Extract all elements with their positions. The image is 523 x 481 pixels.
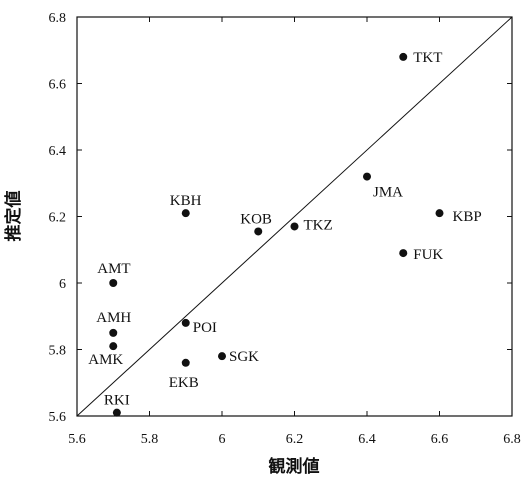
point-label-tkz: TKZ [304, 217, 333, 233]
y-tick-label: 6.2 [49, 211, 67, 226]
data-point-jma [363, 172, 371, 181]
point-label-kbh: KBH [170, 193, 202, 209]
data-point-ekb [181, 358, 190, 367]
axis-ticks: 5.6 5.8 6 6.2 6.4 6.6 6.8 5.6 5.8 6 6.2 6.4 6.6 6.8 [49, 11, 521, 447]
x-tick-label: 6.8 [503, 432, 521, 447]
x-tick-label: 6.6 [431, 432, 449, 447]
data-point-amh [109, 328, 118, 337]
data-points [109, 52, 444, 417]
x-axis-title: 観測値 [269, 456, 320, 477]
data-point-fuk [399, 249, 408, 258]
point-label-amk: AMK [88, 352, 123, 368]
data-point-amk [109, 342, 118, 351]
point-label-poi: POI [193, 320, 217, 336]
point-label-amh: AMH [96, 310, 131, 326]
y-tick-label: 6.6 [49, 78, 67, 93]
x-tick-label: 6 [219, 432, 226, 447]
y-tick-label: 5.6 [49, 410, 67, 425]
data-point-kob [254, 227, 263, 236]
point-labels: TKT JMA KBP FUK TKZ KOB KBH AMT AMH AMK POI SGK EKB R… [88, 50, 481, 409]
y-axis-title: 推定値 [3, 191, 24, 242]
data-point-tkt [399, 52, 408, 61]
point-label-kbp: KBP [453, 209, 482, 225]
point-label-amt: AMT [97, 261, 130, 277]
point-label-tkt: TKT [413, 50, 442, 66]
point-label-kob: KOB [240, 211, 272, 227]
x-tick-label: 6.2 [286, 432, 304, 447]
x-tick-label: 5.6 [68, 432, 86, 447]
y-tick-label: 6 [59, 277, 66, 292]
reference-line-y-equals-x [76, 16, 513, 417]
point-label-ekb: EKB [169, 375, 199, 391]
data-point-rki [112, 408, 121, 417]
data-point-tkz [290, 222, 299, 231]
y-tick-label: 6.8 [49, 11, 67, 26]
point-label-rki: RKI [104, 393, 130, 409]
point-label-fuk: FUK [413, 247, 443, 263]
data-point-kbp [435, 209, 444, 218]
data-point-amt [109, 279, 118, 287]
y-tick-label: 5.8 [49, 344, 67, 359]
x-tick-label: 5.8 [141, 432, 159, 447]
y-tick-label: 6.4 [49, 144, 67, 159]
data-point-sgk [218, 352, 226, 361]
data-point-kbh [181, 209, 190, 218]
x-tick-label: 6.4 [358, 432, 376, 447]
data-point-poi [181, 318, 190, 327]
point-label-sgk: SGK [229, 349, 259, 365]
point-label-jma: JMA [373, 185, 403, 201]
